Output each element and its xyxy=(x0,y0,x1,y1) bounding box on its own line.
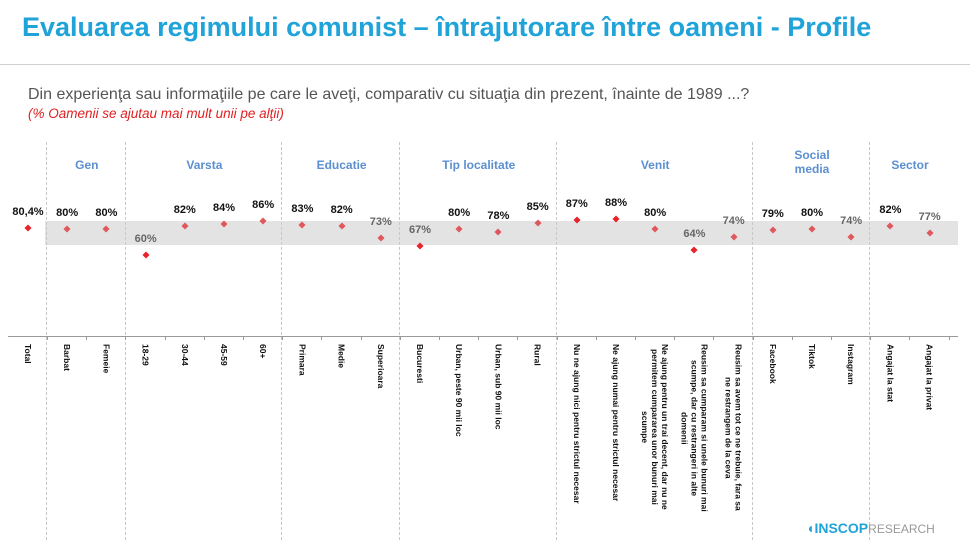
group-label: Sector xyxy=(891,158,929,172)
axis-tick xyxy=(164,336,166,340)
data-label: 60% xyxy=(134,233,157,245)
page-title: Evaluarea regimului comunist – întrajuto… xyxy=(22,12,872,42)
axis-tick xyxy=(791,336,793,340)
axis-tick xyxy=(870,336,872,340)
data-label: 82% xyxy=(173,204,196,217)
category-label: Ne ajung numai pentru strictul necesar xyxy=(611,344,621,502)
group-label: Venit xyxy=(640,158,670,172)
group-label: Social media xyxy=(794,148,830,176)
data-label: 82% xyxy=(879,204,902,217)
category-label: 45-59 xyxy=(219,344,229,366)
category-label: Urban, peste 90 mii loc xyxy=(454,344,465,437)
group-label: Educatie xyxy=(316,158,367,172)
group-separator xyxy=(46,142,48,540)
question-text: Din experienţa sau informaţiile pe care … xyxy=(28,86,750,103)
category-label: Femeie xyxy=(101,344,112,374)
axis-tick xyxy=(713,336,715,340)
data-point xyxy=(690,246,698,254)
category-label: Nu ne ajung nici pentru strictul necesar xyxy=(571,344,582,504)
data-label: 78% xyxy=(487,209,510,222)
category-label: Total xyxy=(23,344,33,364)
category-label: Reusim sa avem tot ce ne trebuie, fara s… xyxy=(723,344,744,511)
axis-tick xyxy=(439,336,440,340)
group-separator xyxy=(281,142,283,540)
axis-tick xyxy=(674,336,676,340)
axis-tick xyxy=(752,336,754,340)
axis-tick xyxy=(86,336,88,340)
category-label: Primara xyxy=(297,344,308,376)
group-label: Varsta xyxy=(186,158,223,172)
axis-tick xyxy=(360,336,362,340)
category-label: Ne ajung pentru un trai decent, dar nu n… xyxy=(640,344,671,510)
group-label: Tip localitate xyxy=(442,158,516,172)
data-label: 73% xyxy=(369,216,392,229)
inscop-logo: ◖INSCOPRESEARCH xyxy=(806,520,935,536)
category-label: Urban, sub 90 mii loc xyxy=(493,344,504,430)
category-label: Angajat la privat xyxy=(924,344,935,411)
axis-tick xyxy=(47,336,48,340)
axis-tick xyxy=(556,336,558,340)
axis-tick xyxy=(635,336,636,340)
axis-tick xyxy=(831,336,832,340)
category-label: Medie xyxy=(336,344,347,369)
axis-tick xyxy=(909,336,911,340)
group-label: Gen xyxy=(75,158,99,172)
category-label: Superioara xyxy=(375,344,386,389)
axis-tick xyxy=(203,336,205,340)
category-label: 18-29 xyxy=(140,344,151,366)
title-divider xyxy=(0,64,970,65)
axis-tick xyxy=(517,336,519,340)
category-label: Reusim sa cumparam si unele bunuri mai s… xyxy=(679,344,710,512)
data-label: 80% xyxy=(95,207,118,219)
category-label: Bucuresti xyxy=(415,344,425,384)
data-point xyxy=(24,224,32,233)
data-label: 80% xyxy=(56,207,79,219)
axis-tick xyxy=(478,336,480,340)
data-label: 77% xyxy=(918,210,941,223)
data-label: 82% xyxy=(330,204,353,217)
data-label: 84% xyxy=(212,201,236,214)
group-separator xyxy=(869,142,871,540)
category-label: 30-44 xyxy=(179,344,190,366)
data-label: 83% xyxy=(291,203,314,216)
axis-tick xyxy=(948,336,950,340)
group-separator xyxy=(751,142,753,540)
category-label: Barbat xyxy=(62,344,73,371)
axis-tick xyxy=(321,336,323,340)
data-label: 80% xyxy=(644,207,667,219)
data-label: 80% xyxy=(448,207,471,219)
category-label: Facebook xyxy=(767,344,778,384)
data-label: 80,4% xyxy=(12,206,44,219)
category-label: Rural xyxy=(532,344,543,366)
axis-tick xyxy=(243,336,244,340)
data-label: 67% xyxy=(408,223,432,236)
group-separator xyxy=(124,142,126,540)
category-label: 60+ xyxy=(258,344,269,359)
axis-tick xyxy=(595,336,597,340)
data-label: 88% xyxy=(604,196,628,209)
data-point xyxy=(142,251,150,259)
data-label: 74% xyxy=(722,214,745,227)
axis-tick xyxy=(282,336,284,340)
data-label: 80% xyxy=(800,207,824,219)
data-label: 79% xyxy=(761,208,784,221)
axis-tick xyxy=(125,336,127,340)
category-label: Instagram xyxy=(846,344,857,385)
indicator-note: (% Oamenii se ajutau mai mult unii pe al… xyxy=(28,106,284,121)
category-label: Tiktok xyxy=(807,344,817,369)
group-separator xyxy=(555,142,557,540)
data-label: 86% xyxy=(252,199,275,212)
data-label: 74% xyxy=(840,214,863,227)
reference-band xyxy=(45,221,958,245)
data-label: 64% xyxy=(683,227,706,240)
data-label: 85% xyxy=(526,200,549,213)
data-label: 87% xyxy=(565,197,588,210)
group-separator xyxy=(399,142,400,540)
axis-tick xyxy=(399,336,401,340)
x-axis xyxy=(8,336,958,337)
category-label: Angajat la stat xyxy=(885,344,896,403)
